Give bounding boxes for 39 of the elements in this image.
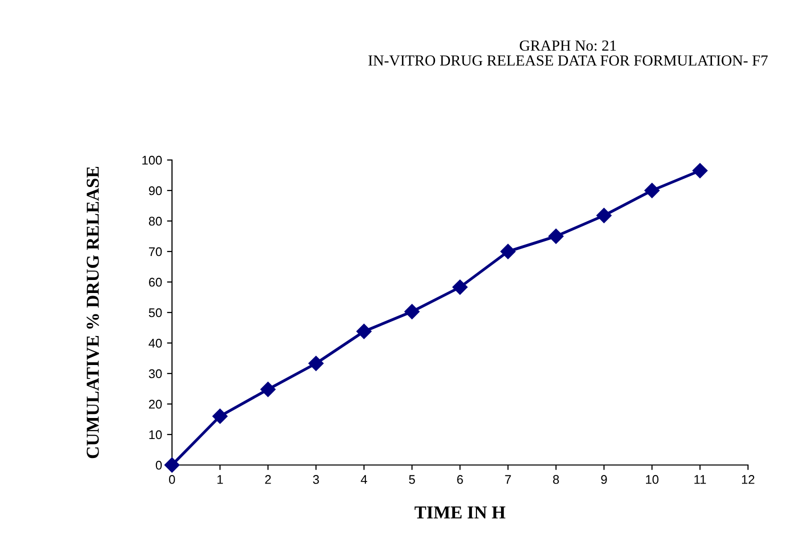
point xyxy=(692,163,708,178)
point xyxy=(212,408,228,424)
point xyxy=(404,304,420,320)
y-tick-label: 60 xyxy=(149,278,162,287)
y-tick-label: 0 xyxy=(156,460,162,470)
point xyxy=(308,356,324,372)
y-tick-label: 30 xyxy=(148,369,162,378)
point xyxy=(260,382,276,397)
x-tick-label: 10 xyxy=(646,475,658,484)
x-tick-label: 11 xyxy=(694,475,706,484)
y-tick-label: 20 xyxy=(149,400,162,409)
x-tick-label: 9 xyxy=(601,475,607,484)
x-tick-label: 6 xyxy=(457,475,463,484)
x-tick-label: 0 xyxy=(169,475,175,484)
x-tick-label: 1 xyxy=(217,475,223,484)
x-tick-label: 5 xyxy=(409,475,415,484)
y-tick-label: 40 xyxy=(148,338,162,348)
point xyxy=(644,182,660,198)
x-tick-label: 2 xyxy=(265,475,271,484)
y-tick-label: 50 xyxy=(148,308,162,318)
y-tick-label: 80 xyxy=(148,216,162,226)
x-tick-label: 12 xyxy=(742,475,754,484)
y-tick-label: 90 xyxy=(148,186,162,196)
x-tick-label: 8 xyxy=(553,475,559,484)
x-tick-label: 7 xyxy=(505,475,511,484)
point xyxy=(164,457,180,473)
x-tick-label: 3 xyxy=(313,475,319,484)
y-axis-title: CUMULATIVE % DRUG RELEASE xyxy=(86,166,99,458)
point xyxy=(452,280,468,295)
point xyxy=(596,208,612,224)
point xyxy=(356,324,372,339)
y-tick-label: 10 xyxy=(149,430,162,440)
x-tick-label: 4 xyxy=(360,475,368,484)
x-axis-title: TIME IN H xyxy=(414,506,506,518)
point xyxy=(500,244,516,260)
chart-title: GRAPH No: 21 IN-VITRO DRUG RELEASE DATA FOR FORMULATION- F7 xyxy=(368,40,768,66)
y-tick-label: 70 xyxy=(149,247,162,256)
point xyxy=(548,228,564,244)
y-tick-label: 100 xyxy=(142,156,162,165)
